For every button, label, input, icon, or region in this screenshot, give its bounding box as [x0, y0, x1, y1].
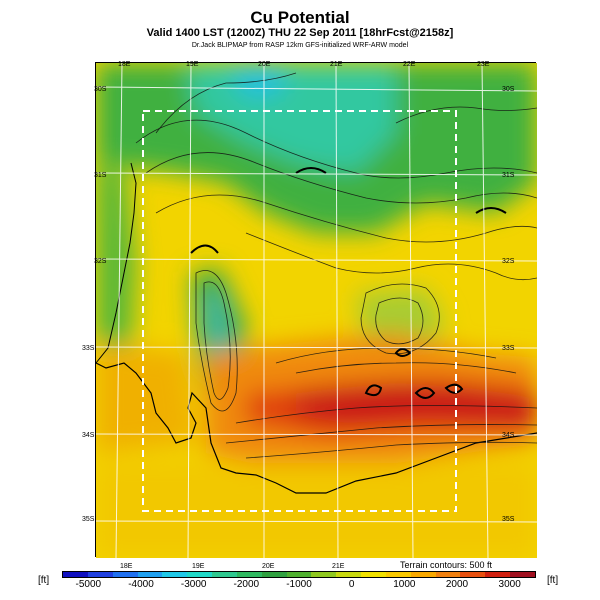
colorbar-tick-label: -5000: [75, 579, 102, 590]
colorbar: [62, 571, 536, 578]
forecast-region-box: [142, 110, 457, 512]
lon-label-bottom: 21E: [332, 563, 345, 570]
colorbar-tick-label: 0: [348, 579, 355, 590]
lon-label-top: 20E: [258, 61, 271, 68]
lat-label-left: 30S: [94, 86, 107, 93]
coastline: [95, 362, 538, 494]
colorbar-cell: [460, 572, 486, 577]
lat-label-right: 32S: [502, 258, 515, 265]
colorbar-cell: [336, 572, 362, 577]
colorbar-cell: [361, 572, 387, 577]
colorbar-unit-left: [ft]: [38, 575, 50, 586]
lon-label-top: 19E: [186, 61, 199, 68]
thick-contours: [190, 167, 507, 399]
cu-potential-field: [95, 62, 538, 559]
lon-label-bottom: 18E: [120, 563, 133, 570]
colorbar-cell: [410, 572, 437, 577]
terrain-contour-note: Terrain contours: 500 ft: [400, 560, 493, 570]
colorbar-cell: [385, 572, 412, 577]
lat-label-left: 32S: [94, 258, 107, 265]
colorbar-tick-label: 2000: [445, 579, 469, 590]
colorbar-cell: [87, 572, 114, 577]
colorbar-cell: [311, 572, 337, 577]
colorbar-cell: [510, 572, 536, 577]
colorbar-cell: [485, 572, 511, 577]
lon-label-top: 18E: [118, 61, 131, 68]
colorbar-tick-label: 3000: [498, 579, 521, 590]
colorbar-tick-label: -3000: [180, 579, 207, 590]
colorbar-cell: [261, 572, 288, 577]
graticule: [95, 62, 538, 559]
colorbar-cell: [187, 572, 213, 577]
colorbar-cell: [236, 572, 263, 577]
lat-label-right: 33S: [502, 345, 515, 352]
colorbar-tick-label: -4000: [128, 579, 154, 590]
colorbar-tick-label: -1000: [286, 579, 312, 590]
lon-label-top: 23E: [477, 61, 490, 68]
colorbar-tick-label: 1000: [393, 579, 416, 590]
colorbar-tick-label: -2000: [233, 579, 260, 590]
colorbar-cell: [162, 572, 188, 577]
colorbar-cell: [137, 572, 163, 577]
colorbar-unit-right: [ft]: [547, 575, 559, 586]
colorbar-cell: [112, 572, 138, 577]
lat-label-right: 35S: [502, 516, 515, 523]
west-coastline: [95, 162, 137, 364]
lon-label-top: 21E: [330, 61, 343, 68]
lat-label-left: 33S: [82, 345, 95, 352]
map-panel: 18E 19E 20E 21E 22E 23E 18E 19E 20E 21E …: [82, 61, 538, 570]
page-title: Cu Potential: [250, 8, 350, 27]
colorbar-cell: [286, 572, 312, 577]
colorbar-cell: [212, 572, 238, 577]
lat-label-left: 34S: [82, 432, 95, 439]
model-credit: Dr.Jack BLIPMAP from RASP 12km GFS-initi…: [191, 42, 409, 49]
lon-label-bottom: 19E: [192, 563, 205, 570]
lat-label-left: 35S: [82, 516, 95, 523]
colorbar-cell: [435, 572, 461, 577]
lat-label-left: 31S: [94, 172, 107, 179]
lat-label-right: 31S: [502, 172, 515, 179]
colorbar-cell: [63, 572, 89, 577]
lat-label-right: 34S: [502, 432, 515, 439]
lon-label-bottom: 20E: [262, 563, 275, 570]
valid-time-subtitle: Valid 1400 LST (1200Z) THU 22 Sep 2011 […: [146, 27, 454, 39]
lat-label-right: 30S: [502, 86, 515, 93]
lon-label-top: 22E: [403, 61, 416, 68]
